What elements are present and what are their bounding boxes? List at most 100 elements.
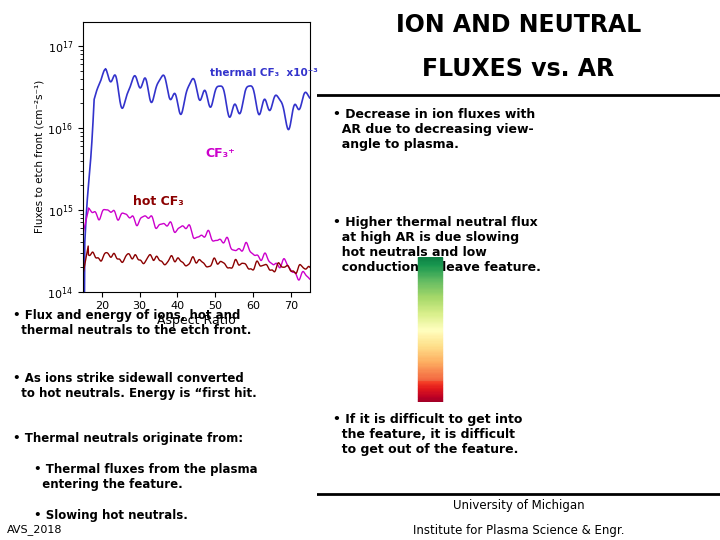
Bar (418, 335, 442, 337)
Bar (418, 389, 442, 390)
Bar (418, 272, 442, 273)
Text: • Thermal neutrals originate from:: • Thermal neutrals originate from: (13, 433, 243, 446)
Bar (418, 279, 442, 280)
Bar (418, 318, 442, 319)
Bar (418, 347, 442, 348)
Bar (418, 332, 442, 333)
Bar (418, 294, 442, 295)
Text: • Decrease in ion fluxes with
  AR due to decreasing view-
  angle to plasma.: • Decrease in ion fluxes with AR due to … (333, 108, 535, 151)
Text: ION AND NEUTRAL: ION AND NEUTRAL (396, 14, 641, 37)
Text: FLUXES vs. AR: FLUXES vs. AR (423, 57, 614, 80)
Bar (418, 282, 442, 283)
Bar (418, 342, 442, 343)
Bar (418, 344, 442, 345)
Text: • As ions strike sidewall converted
  to hot neutrals. Energy is “first hit.: • As ions strike sidewall converted to h… (13, 372, 257, 400)
Bar (418, 262, 442, 264)
Bar (418, 354, 442, 355)
Bar (418, 373, 442, 374)
Text: • Higher thermal neutral flux
  at high AR is due slowing
  hot neutrals and low: • Higher thermal neutral flux at high AR… (333, 216, 541, 274)
Bar (418, 275, 442, 276)
Bar (418, 264, 442, 265)
Bar (418, 355, 442, 356)
Bar (418, 321, 442, 322)
Bar (418, 361, 442, 362)
Bar (418, 364, 442, 366)
Bar (418, 384, 442, 386)
Bar (418, 363, 442, 364)
Bar (418, 305, 442, 306)
Bar (418, 378, 442, 379)
Bar (418, 377, 442, 378)
Bar (418, 329, 442, 330)
Bar (418, 387, 442, 388)
Bar (418, 352, 442, 353)
Bar (418, 395, 442, 396)
Bar (418, 345, 442, 347)
X-axis label: Aspect Ratio: Aspect Ratio (157, 314, 235, 327)
Bar (418, 374, 442, 376)
Bar (418, 299, 442, 300)
Bar (418, 266, 442, 267)
Bar (418, 394, 442, 395)
Bar (418, 286, 442, 287)
Bar (418, 383, 442, 384)
Bar (418, 370, 442, 372)
Bar (418, 296, 442, 298)
Bar (418, 260, 442, 261)
Bar (418, 376, 442, 377)
Text: Institute for Plasma Science & Engr.: Institute for Plasma Science & Engr. (413, 524, 624, 537)
Bar (418, 322, 442, 323)
Bar (418, 283, 442, 285)
Bar (418, 276, 442, 277)
Bar (418, 380, 442, 382)
Bar (418, 382, 442, 383)
Bar (418, 372, 442, 373)
Bar (418, 327, 442, 328)
Bar (418, 258, 442, 259)
Bar (418, 315, 442, 316)
Bar (418, 308, 442, 309)
Bar (418, 379, 442, 380)
Bar (418, 359, 442, 360)
Bar (418, 396, 442, 397)
Bar (418, 356, 442, 357)
Bar (418, 340, 442, 342)
Bar (418, 362, 442, 363)
Text: • Slowing hot neutrals.: • Slowing hot neutrals. (35, 509, 189, 522)
Bar (418, 256, 442, 258)
Bar (418, 367, 442, 368)
Bar (418, 369, 442, 370)
Bar (418, 399, 442, 400)
Bar (418, 334, 442, 335)
Y-axis label: Fluxes to etch front (cm⁻²s⁻¹): Fluxes to etch front (cm⁻²s⁻¹) (35, 80, 45, 233)
Text: University of Michigan: University of Michigan (453, 500, 584, 512)
Text: • Flux and energy of ions, hot and
  thermal neutrals to the etch front.: • Flux and energy of ions, hot and therm… (13, 309, 251, 338)
Bar (418, 328, 442, 329)
Bar (418, 393, 442, 394)
Bar (418, 269, 442, 270)
Bar (418, 301, 442, 302)
Bar (418, 323, 442, 325)
Bar (418, 397, 442, 399)
Bar (418, 281, 442, 282)
Bar (418, 316, 442, 317)
Bar (418, 343, 442, 344)
Text: hot CF₃: hot CF₃ (132, 195, 184, 208)
Bar (418, 319, 442, 320)
Bar (418, 274, 442, 275)
Bar (418, 350, 442, 352)
Bar (418, 295, 442, 296)
Text: • Thermal fluxes from the plasma
  entering the feature.: • Thermal fluxes from the plasma enterin… (35, 463, 258, 491)
Bar (418, 360, 442, 361)
Bar (418, 267, 442, 268)
Bar (418, 348, 442, 349)
Bar (418, 400, 442, 401)
Bar (418, 353, 442, 354)
Bar (418, 339, 442, 340)
Bar (418, 312, 442, 314)
Bar (418, 368, 442, 369)
Bar (418, 302, 442, 304)
Bar (418, 338, 442, 339)
Bar (418, 388, 442, 389)
Bar (418, 306, 442, 308)
